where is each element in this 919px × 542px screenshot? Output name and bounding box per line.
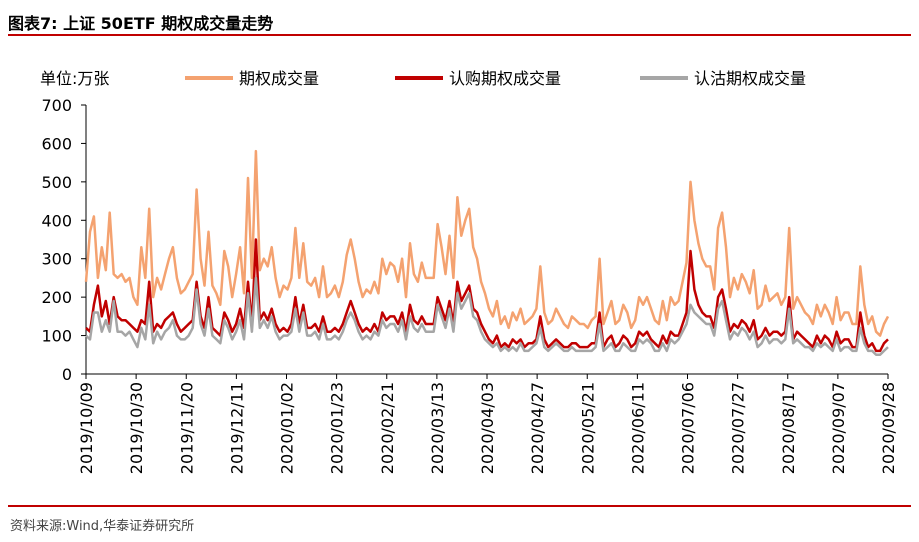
title-divider (8, 34, 911, 36)
x-tick-label: 2020/05/21 (578, 382, 597, 474)
legend-label-1: 期权成交量 (239, 69, 319, 88)
volume-line-chart: 单位:万张 期权成交量 认购期权成交量 认沽期权成交量 0 100 200 300 400 5… (40, 69, 898, 474)
x-tick-label: 2020/03/13 (428, 382, 447, 474)
footer-divider (8, 505, 911, 507)
y-tick-label: 700 (41, 96, 72, 115)
series-line-3 (85, 276, 889, 357)
x-tick-label: 2020/08/17 (779, 382, 798, 474)
x-tick-label: 2019/12/11 (227, 382, 246, 474)
series-lines (84, 149, 890, 357)
series-line-2 (85, 238, 889, 353)
y-tick-label: 200 (41, 288, 72, 307)
x-tick-label: 2020/09/28 (879, 382, 898, 474)
legend-label-2: 认购期权成交量 (449, 69, 561, 88)
x-tick-label: 2020/04/27 (528, 382, 547, 474)
x-axis: 2019/10/09 2019/10/30 2019/11/20 2019/12/11… (77, 373, 898, 474)
x-tick-label: 2020/07/06 (679, 382, 698, 474)
x-tick-label: 2020/02/21 (378, 382, 397, 474)
legend-label-3: 认沽期权成交量 (694, 69, 806, 88)
source-note: 资料来源:Wind,华泰证券研究所 (10, 519, 195, 534)
x-tick-label: 2019/10/09 (77, 382, 96, 474)
x-tick-label: 2020/01/23 (328, 382, 347, 474)
y-tick-label: 400 (41, 211, 72, 230)
figure-title: 图表7: 上证 50ETF 期权成交量走势 (8, 14, 274, 33)
unit-label: 单位:万张 (40, 69, 109, 88)
y-axis: 0 100 200 300 400 500 600 700 (41, 96, 87, 384)
y-tick-label: 100 (41, 327, 72, 346)
x-tick-label: 2019/11/20 (177, 382, 196, 474)
legend: 期权成交量 认购期权成交量 认沽期权成交量 (185, 69, 806, 88)
x-tick-label: 2020/01/02 (278, 382, 297, 474)
x-tick-label: 2019/10/30 (127, 382, 146, 474)
x-tick-label: 2020/06/11 (628, 382, 647, 474)
series-line-1 (84, 149, 890, 337)
y-tick-label: 500 (41, 173, 72, 192)
x-tick-label: 2020/04/03 (478, 382, 497, 474)
x-tick-label: 2020/07/27 (729, 382, 748, 474)
x-tick-label: 2020/09/07 (829, 382, 848, 474)
y-tick-label: 300 (41, 250, 72, 269)
y-tick-label: 600 (41, 134, 72, 153)
y-tick-label: 0 (62, 365, 72, 384)
